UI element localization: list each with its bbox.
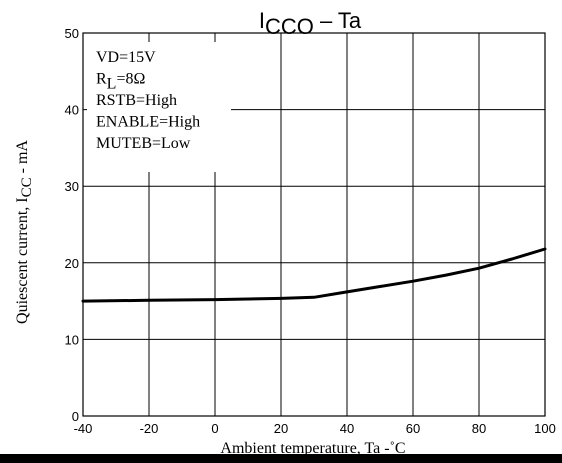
x-tick-label: 60 xyxy=(406,421,420,436)
ylabel-subscript: CC xyxy=(19,177,35,197)
y-tick-label: 0 xyxy=(72,409,79,424)
title-subscript: CCO xyxy=(265,14,314,39)
ylabel-suffix: - mA xyxy=(14,140,31,178)
x-tick-label: 80 xyxy=(472,421,486,436)
x-tick-label: 40 xyxy=(340,421,354,436)
condition-label: RSTB=High xyxy=(96,92,177,109)
y-tick-label: 30 xyxy=(65,179,79,194)
bottom-bar xyxy=(0,454,562,463)
x-tick-labels: -40 -20 0 20 40 60 80 100 xyxy=(74,421,556,436)
x-tick-label: 100 xyxy=(534,421,556,436)
series-line xyxy=(83,249,545,301)
y-tick-label: 10 xyxy=(65,332,79,347)
y-tick-labels: 0 10 20 30 40 50 xyxy=(65,26,79,424)
y-tick-label: 20 xyxy=(65,256,79,271)
condition-label: VD=15V xyxy=(96,49,156,66)
y-axis-label: Quiescent current, ICC - mA xyxy=(14,140,35,324)
chart-title: ICCO – Ta xyxy=(259,8,362,39)
x-tick-label: 0 xyxy=(211,421,218,436)
condition-label: MUTEB=Low xyxy=(96,135,191,152)
condition-label: ENABLE=High xyxy=(96,114,200,131)
ylabel-main: Quiescent current, I xyxy=(14,197,31,324)
x-tick-label: 20 xyxy=(274,421,288,436)
x-tick-label: -20 xyxy=(140,421,159,436)
title-suffix: – Ta xyxy=(314,8,362,33)
y-tick-label: 50 xyxy=(65,26,79,41)
y-tick-label: 40 xyxy=(65,103,79,118)
